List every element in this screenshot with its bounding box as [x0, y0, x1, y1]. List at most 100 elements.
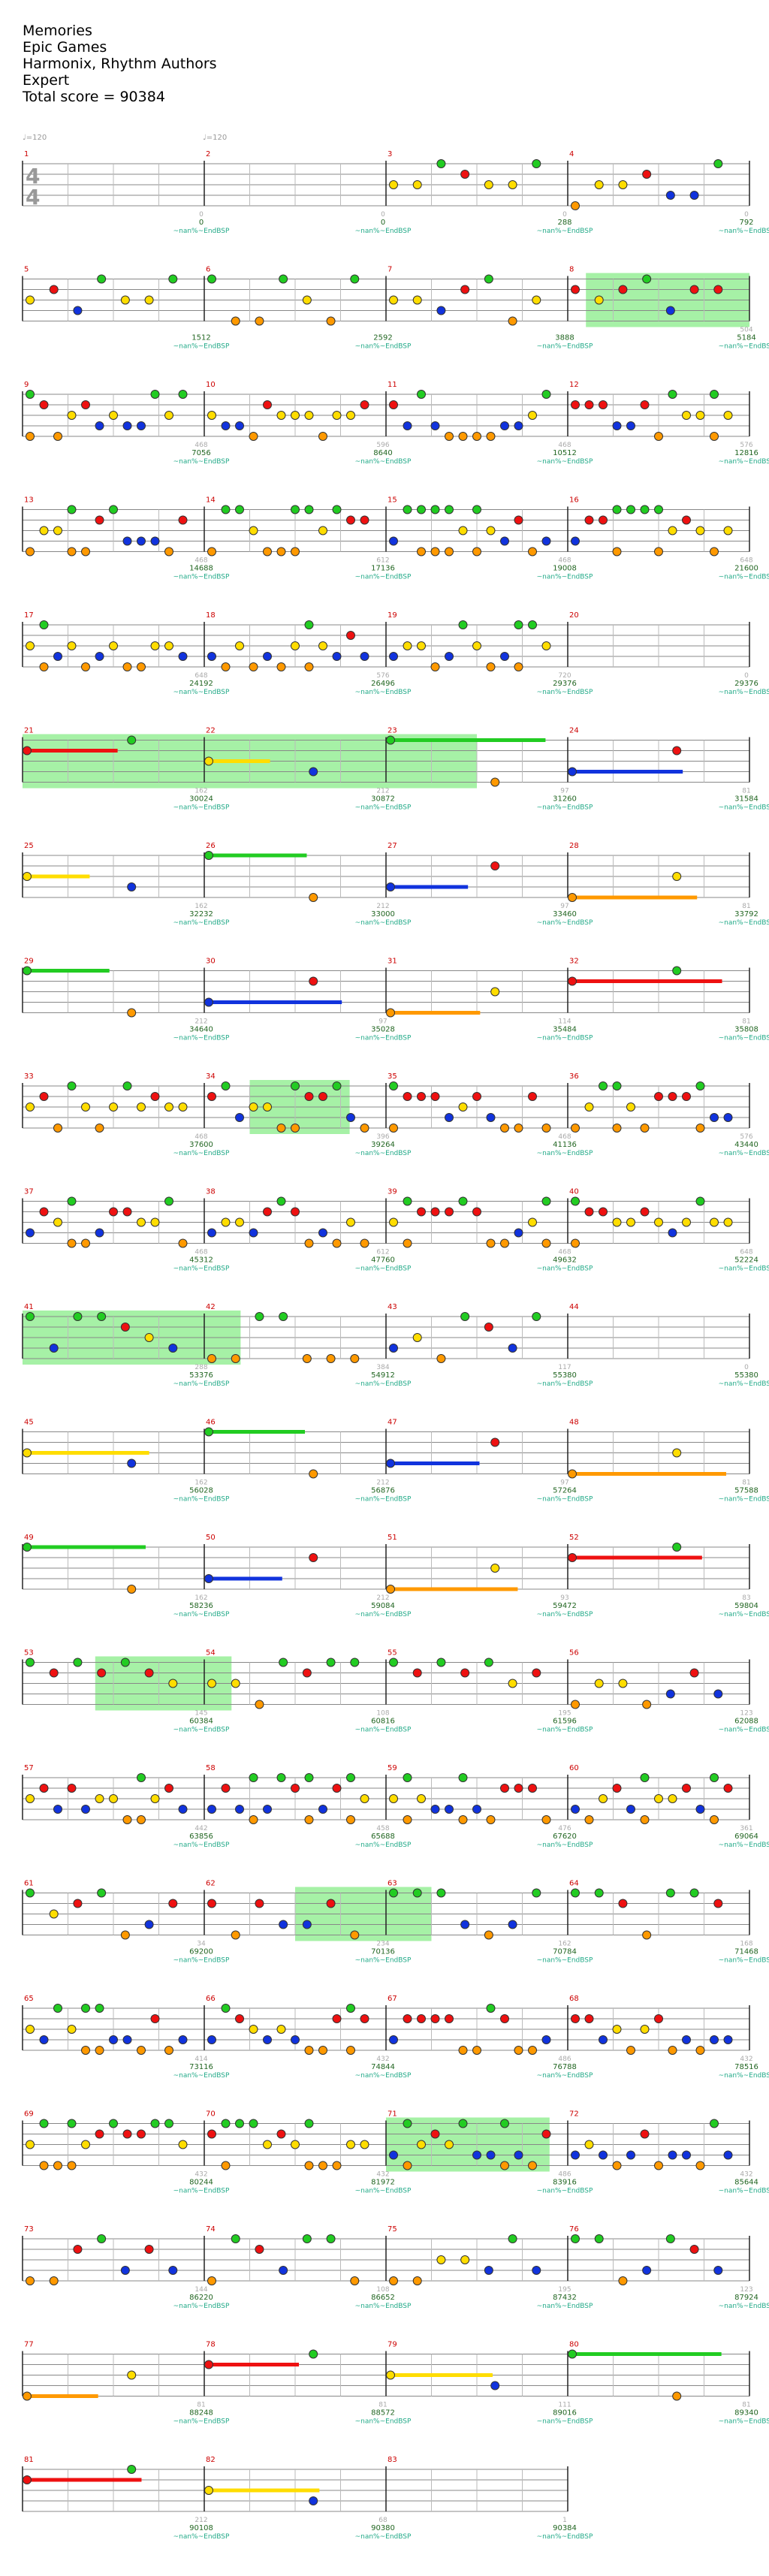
note-green: [436, 159, 446, 168]
measure-number: 82: [206, 2456, 216, 2464]
note-orange: [221, 2161, 231, 2170]
measure-number: 11: [388, 381, 397, 389]
note-blue: [436, 306, 446, 315]
note-blue: [642, 2266, 652, 2275]
note-orange: [626, 2046, 635, 2055]
note-blue: [150, 536, 160, 546]
note-yellow: [26, 641, 35, 650]
note-green: [612, 505, 622, 514]
measure-count: 468: [195, 1249, 207, 1256]
measure-number: 48: [569, 1419, 579, 1427]
note-blue: [695, 1805, 705, 1814]
note-green: [403, 1196, 412, 1206]
measure-number: 51: [388, 1534, 397, 1542]
measure-score: 19008: [553, 565, 577, 573]
note-orange: [486, 1815, 496, 1824]
note-yellow: [67, 411, 77, 420]
measure-score: 288: [557, 219, 571, 227]
measure-count: 81: [742, 1480, 750, 1487]
note-blue: [279, 1920, 288, 1929]
note-red: [255, 2245, 264, 2254]
note-yellow: [23, 872, 32, 881]
note-orange: [53, 432, 62, 441]
note-yellow: [144, 295, 154, 305]
measure-count: 468: [195, 442, 207, 449]
note-yellow: [26, 1794, 35, 1803]
sp-label: ~nan%~EndBSP: [537, 1727, 593, 1734]
measure-score: 59804: [734, 1602, 758, 1610]
note-green: [458, 1196, 468, 1206]
note-blue: [682, 2150, 691, 2160]
note-orange: [528, 547, 537, 557]
measure-count: 396: [376, 1133, 389, 1141]
note-green: [486, 2004, 496, 2013]
measure-count: 212: [195, 1018, 207, 1026]
note-green: [204, 1427, 213, 1437]
note-orange: [486, 662, 496, 671]
note-red: [207, 1899, 216, 1908]
note-blue: [263, 1805, 272, 1814]
note-blue: [122, 421, 132, 430]
measure-score: 24192: [189, 680, 213, 688]
note-yellow: [490, 1564, 500, 1573]
measure-count: 97: [560, 788, 568, 795]
note-orange: [541, 1238, 551, 1248]
measure-count: 111: [558, 2402, 571, 2409]
note-yellow: [640, 2025, 650, 2034]
sp-label: ~nan%~EndBSP: [719, 1611, 769, 1618]
note-blue: [389, 652, 398, 661]
note-red: [528, 1784, 537, 1793]
note-yellow: [389, 1217, 398, 1227]
note-red: [168, 1899, 178, 1908]
note-red: [137, 2129, 146, 2139]
note-orange: [309, 893, 318, 902]
measure-score: 76788: [553, 2063, 577, 2071]
note-yellow: [723, 526, 733, 535]
note-green: [386, 735, 395, 745]
measure-score: 17136: [371, 565, 395, 573]
note-yellow: [682, 1217, 691, 1227]
sp-label: ~nan%~EndBSP: [537, 1380, 593, 1388]
note-orange: [710, 432, 719, 441]
note-blue: [682, 2035, 691, 2044]
note-orange: [304, 2161, 314, 2170]
measure-count: 414: [195, 2056, 207, 2063]
note-yellow: [723, 1217, 733, 1227]
measure-score: 71468: [734, 1948, 758, 1956]
measure-count: 81: [742, 903, 750, 910]
measure-count: 432: [740, 2171, 752, 2179]
note-blue: [207, 1228, 216, 1238]
note-orange: [67, 547, 77, 557]
note-orange: [500, 2161, 509, 2170]
measure-count: 34: [197, 1941, 206, 1948]
note-yellow: [412, 180, 422, 189]
measure-score: 29376: [734, 680, 758, 688]
note-green: [640, 505, 650, 514]
measure-score: 10512: [553, 449, 577, 457]
sp-label: ~nan%~EndBSP: [537, 1496, 593, 1504]
note-green: [532, 159, 541, 168]
note-yellow: [235, 641, 244, 650]
measure-count: 468: [558, 557, 571, 565]
measure-number: 33: [24, 1072, 34, 1081]
measure-number: 18: [206, 611, 216, 620]
note-orange: [484, 1930, 493, 1940]
note-blue: [95, 1228, 104, 1238]
note-orange: [360, 1124, 369, 1133]
note-yellow: [150, 641, 160, 650]
measure-score: 70136: [371, 1948, 395, 1956]
note-orange: [137, 1815, 146, 1824]
note-yellow: [207, 411, 216, 420]
note-yellow: [508, 1679, 517, 1688]
note-blue: [500, 652, 509, 661]
measure-count: 596: [376, 442, 389, 449]
note-blue: [137, 536, 146, 546]
measure-count: 144: [195, 2286, 207, 2294]
note-red: [668, 1092, 677, 1101]
measure-count: 288: [195, 1364, 207, 1371]
measure-score: 21600: [734, 565, 758, 573]
measure-count: 195: [558, 1710, 571, 1718]
measure-number: 29: [24, 958, 34, 966]
note-green: [654, 505, 663, 514]
measure-number: 81: [24, 2456, 34, 2464]
